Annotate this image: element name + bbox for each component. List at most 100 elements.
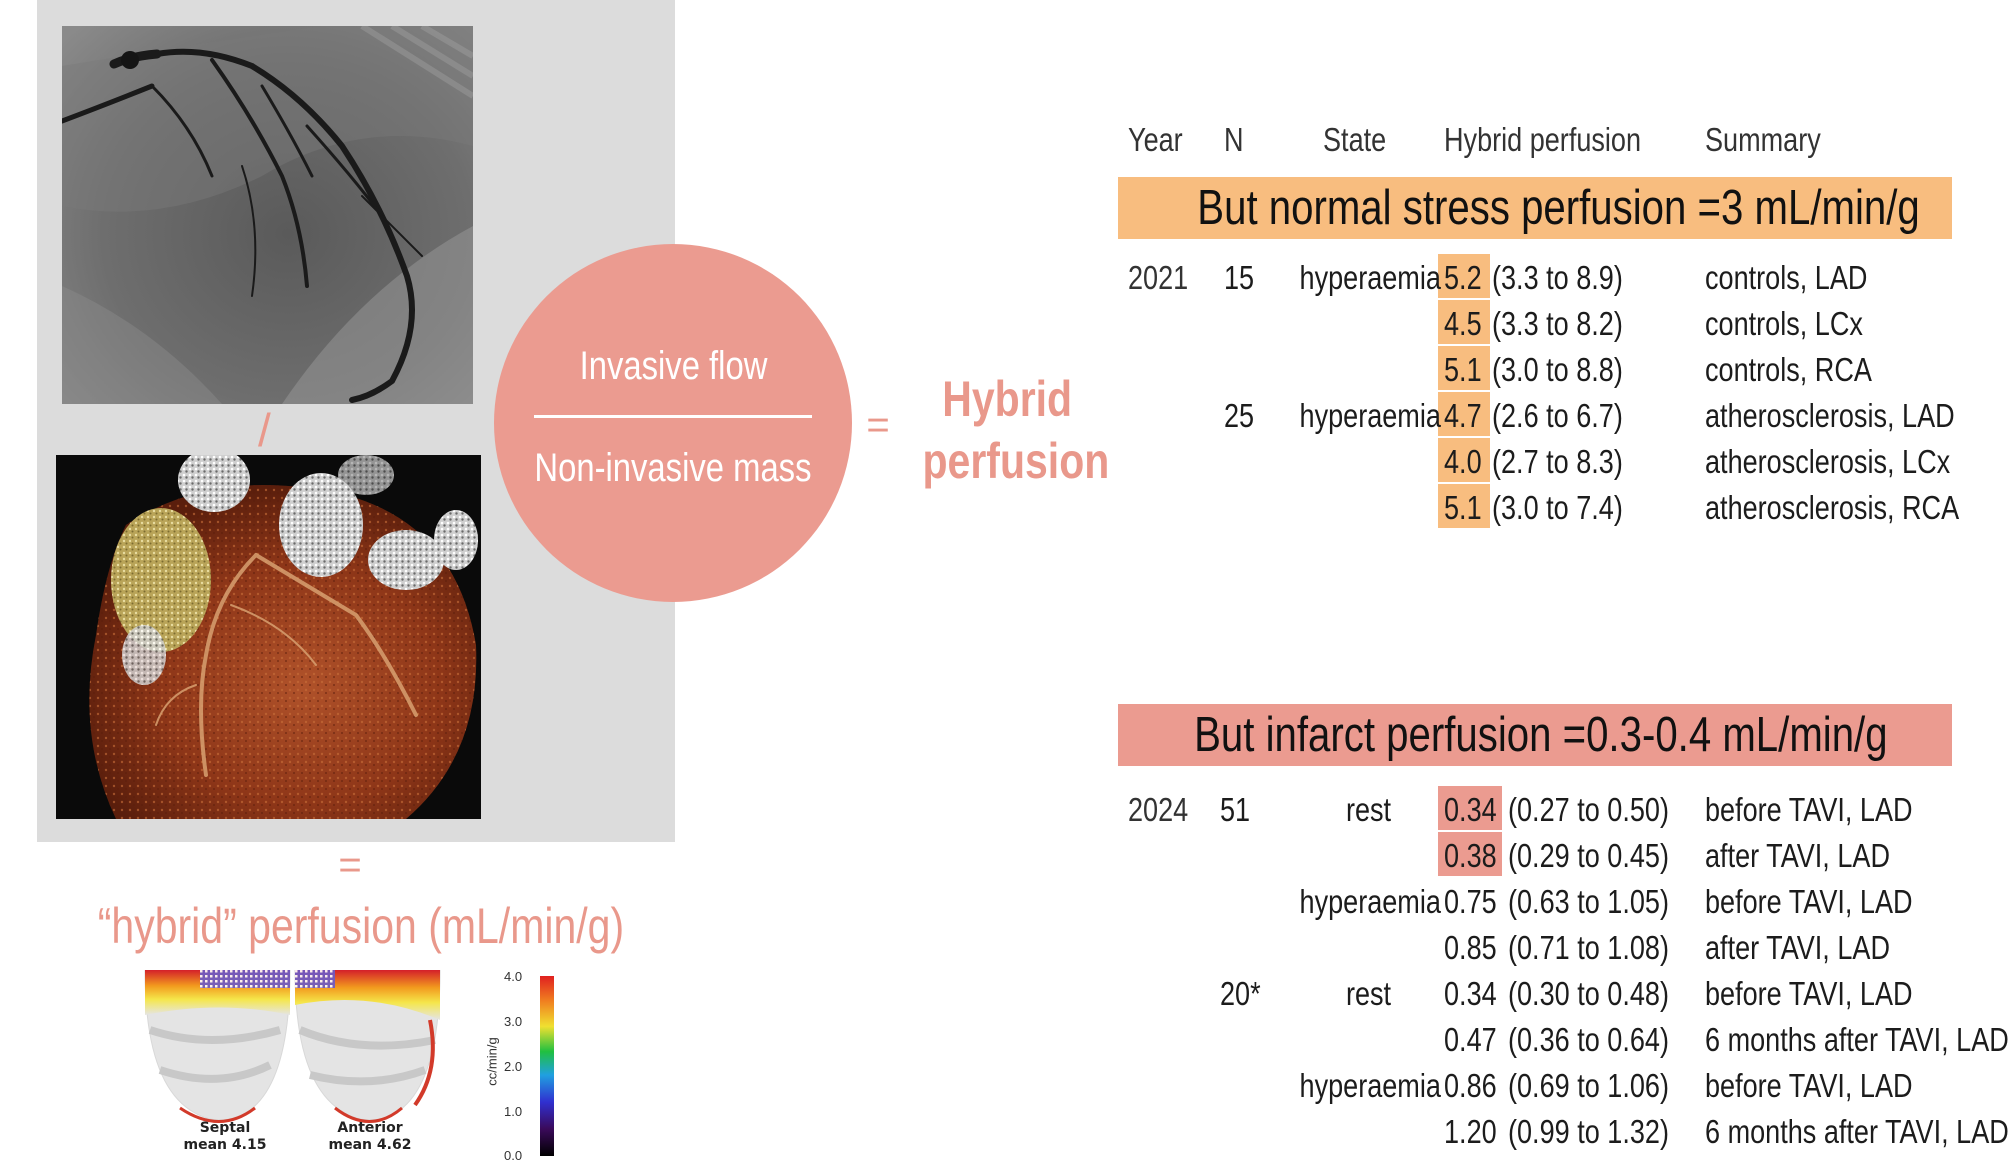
equals-sign: = bbox=[866, 403, 890, 447]
cell-n: 20* bbox=[1220, 975, 1261, 1012]
cell-hybrid-value: 5.1 bbox=[1444, 489, 1482, 526]
cell-summary: atherosclerosis, LCx bbox=[1705, 443, 1951, 480]
cell-confidence-interval: (0.69 to 1.06) bbox=[1508, 1067, 1669, 1104]
normal-stress-banner-text: But normal stress perfusion =3 mL/min/g bbox=[1197, 181, 1920, 235]
cell-year: 2024 bbox=[1128, 791, 1189, 828]
cell-summary: before TAVI, LAD bbox=[1705, 975, 1913, 1012]
header-year: Year bbox=[1128, 121, 1183, 158]
equals-sign-lower: = bbox=[338, 843, 362, 887]
cell-confidence-interval: (2.6 to 6.7) bbox=[1492, 397, 1623, 434]
cell-confidence-interval: (0.71 to 1.08) bbox=[1508, 929, 1669, 966]
cell-hybrid-value: 0.75 bbox=[1444, 883, 1497, 920]
cell-confidence-interval: (3.0 to 7.4) bbox=[1492, 489, 1623, 526]
cell-state bbox=[1284, 302, 1454, 346]
cell-summary: after TAVI, LAD bbox=[1705, 837, 1890, 874]
cell-summary: 6 months after TAVI, LAD bbox=[1705, 1021, 2009, 1058]
cell-confidence-interval: (2.7 to 8.3) bbox=[1492, 443, 1623, 480]
cell-summary: after TAVI, LAD bbox=[1705, 929, 1890, 966]
cell-summary: before TAVI, LAD bbox=[1705, 1067, 1913, 1104]
cell-state: hyperaemia bbox=[1299, 1067, 1441, 1104]
cell-hybrid-value: 4.7 bbox=[1444, 397, 1482, 434]
value-highlight bbox=[1438, 484, 1490, 528]
header-hybrid-perfusion: Hybrid perfusion bbox=[1444, 121, 1642, 158]
colorbar-tick: 4.0 bbox=[504, 969, 523, 984]
cell-state: hyperaemia bbox=[1299, 397, 1441, 434]
division-slash: / bbox=[258, 404, 271, 456]
cell-hybrid-value: 0.86 bbox=[1444, 1067, 1497, 1104]
cell-hybrid-value: 0.85 bbox=[1444, 929, 1497, 966]
formula-denominator: Non-invasive mass bbox=[534, 446, 812, 490]
hybrid-perfusion-label: Hybrid perfusion bbox=[922, 371, 1110, 489]
angiogram-image bbox=[62, 26, 473, 404]
value-highlight bbox=[1438, 786, 1502, 830]
cell-state bbox=[1284, 440, 1454, 484]
cell-hybrid-value: 0.38 bbox=[1444, 837, 1497, 874]
cell-hybrid-value: 5.1 bbox=[1444, 351, 1482, 388]
cell-summary: atherosclerosis, LAD bbox=[1705, 397, 1955, 434]
cell-confidence-interval: (3.3 to 8.2) bbox=[1492, 305, 1623, 342]
cell-summary: atherosclerosis, RCA bbox=[1705, 489, 1960, 526]
cell-confidence-interval: (3.3 to 8.9) bbox=[1492, 259, 1623, 296]
cell-confidence-interval: (0.99 to 1.32) bbox=[1508, 1113, 1669, 1150]
cell-hybrid-value: 0.34 bbox=[1444, 791, 1497, 828]
cell-hybrid-value: 0.34 bbox=[1444, 975, 1497, 1012]
septal-map-label: Septal mean 4.15 bbox=[183, 1120, 267, 1153]
cell-state bbox=[1284, 1018, 1454, 1062]
cell-n: 25 bbox=[1224, 397, 1255, 434]
value-highlight bbox=[1438, 832, 1502, 876]
cell-state bbox=[1284, 926, 1454, 970]
formula-numerator: Invasive flow bbox=[579, 344, 767, 388]
colorbar-tick: 0.0 bbox=[504, 1148, 523, 1163]
cell-summary: controls, LAD bbox=[1705, 259, 1868, 296]
colorbar-tick: 2.0 bbox=[504, 1059, 523, 1074]
cell-state bbox=[1284, 1110, 1454, 1154]
formula-circle bbox=[494, 244, 852, 602]
cell-state bbox=[1284, 486, 1454, 530]
cell-summary: controls, RCA bbox=[1705, 351, 1872, 388]
cell-hybrid-value: 5.2 bbox=[1444, 259, 1482, 296]
colorbar-tick: 1.0 bbox=[504, 1104, 523, 1119]
cell-hybrid-value: 0.47 bbox=[1444, 1021, 1497, 1058]
value-highlight bbox=[1438, 254, 1490, 298]
header-state: State bbox=[1323, 121, 1387, 158]
colorbar-tick: 3.0 bbox=[504, 1014, 523, 1029]
colorbar-unit-label: cc/min/g bbox=[484, 1037, 500, 1086]
value-highlight bbox=[1438, 438, 1490, 482]
ct-heart-rendering bbox=[56, 455, 481, 819]
infarct-banner bbox=[1118, 704, 1952, 766]
cell-hybrid-value: 4.5 bbox=[1444, 305, 1482, 342]
cell-summary: 6 months after TAVI, LAD bbox=[1705, 1113, 2009, 1150]
cell-confidence-interval: (0.63 to 1.05) bbox=[1508, 883, 1669, 920]
cell-state: hyperaemia bbox=[1299, 259, 1441, 296]
cell-confidence-interval: (0.29 to 0.45) bbox=[1508, 837, 1669, 874]
value-highlight bbox=[1438, 346, 1490, 390]
cell-confidence-interval: (0.36 to 0.64) bbox=[1508, 1021, 1669, 1058]
anterior-map-label: Anterior mean 4.62 bbox=[328, 1120, 412, 1153]
cell-confidence-interval: (0.30 to 0.48) bbox=[1508, 975, 1669, 1012]
colorbar: 4.0 3.0 2.0 1.0 0.0 cc/min/g bbox=[480, 962, 570, 1164]
perfusion-maps: Septal mean 4.15 Anterior mean 4.62 bbox=[140, 969, 580, 1160]
fraction-bar bbox=[534, 415, 812, 418]
cell-hybrid-value: 1.20 bbox=[1444, 1113, 1497, 1150]
header-n: N bbox=[1224, 121, 1244, 158]
cell-state: hyperaemia bbox=[1299, 883, 1441, 920]
cell-summary: before TAVI, LAD bbox=[1705, 791, 1913, 828]
infarct-banner-text: But infarct perfusion =0.3-0.4 mL/min/g bbox=[1194, 708, 1888, 762]
value-highlight bbox=[1438, 392, 1490, 436]
cell-n: 51 bbox=[1220, 791, 1251, 828]
hybrid-perfusion-unit-label: “hybrid” perfusion (mL/min/g) bbox=[97, 898, 625, 954]
cell-summary: before TAVI, LAD bbox=[1705, 883, 1913, 920]
cell-confidence-interval: (3.0 to 8.8) bbox=[1492, 351, 1623, 388]
cell-summary: controls, LCx bbox=[1705, 305, 1863, 342]
cell-state: rest bbox=[1346, 975, 1392, 1012]
cell-n: 15 bbox=[1224, 259, 1255, 296]
normal-stress-banner bbox=[1118, 177, 1952, 239]
cell-year: 2021 bbox=[1128, 259, 1189, 296]
cell-state: rest bbox=[1346, 791, 1392, 828]
header-summary: Summary bbox=[1705, 121, 1821, 158]
cell-state bbox=[1284, 348, 1454, 392]
cell-hybrid-value: 4.0 bbox=[1444, 443, 1482, 480]
cell-confidence-interval: (0.27 to 0.50) bbox=[1508, 791, 1669, 828]
cell-state bbox=[1284, 834, 1454, 878]
value-highlight bbox=[1438, 300, 1490, 344]
